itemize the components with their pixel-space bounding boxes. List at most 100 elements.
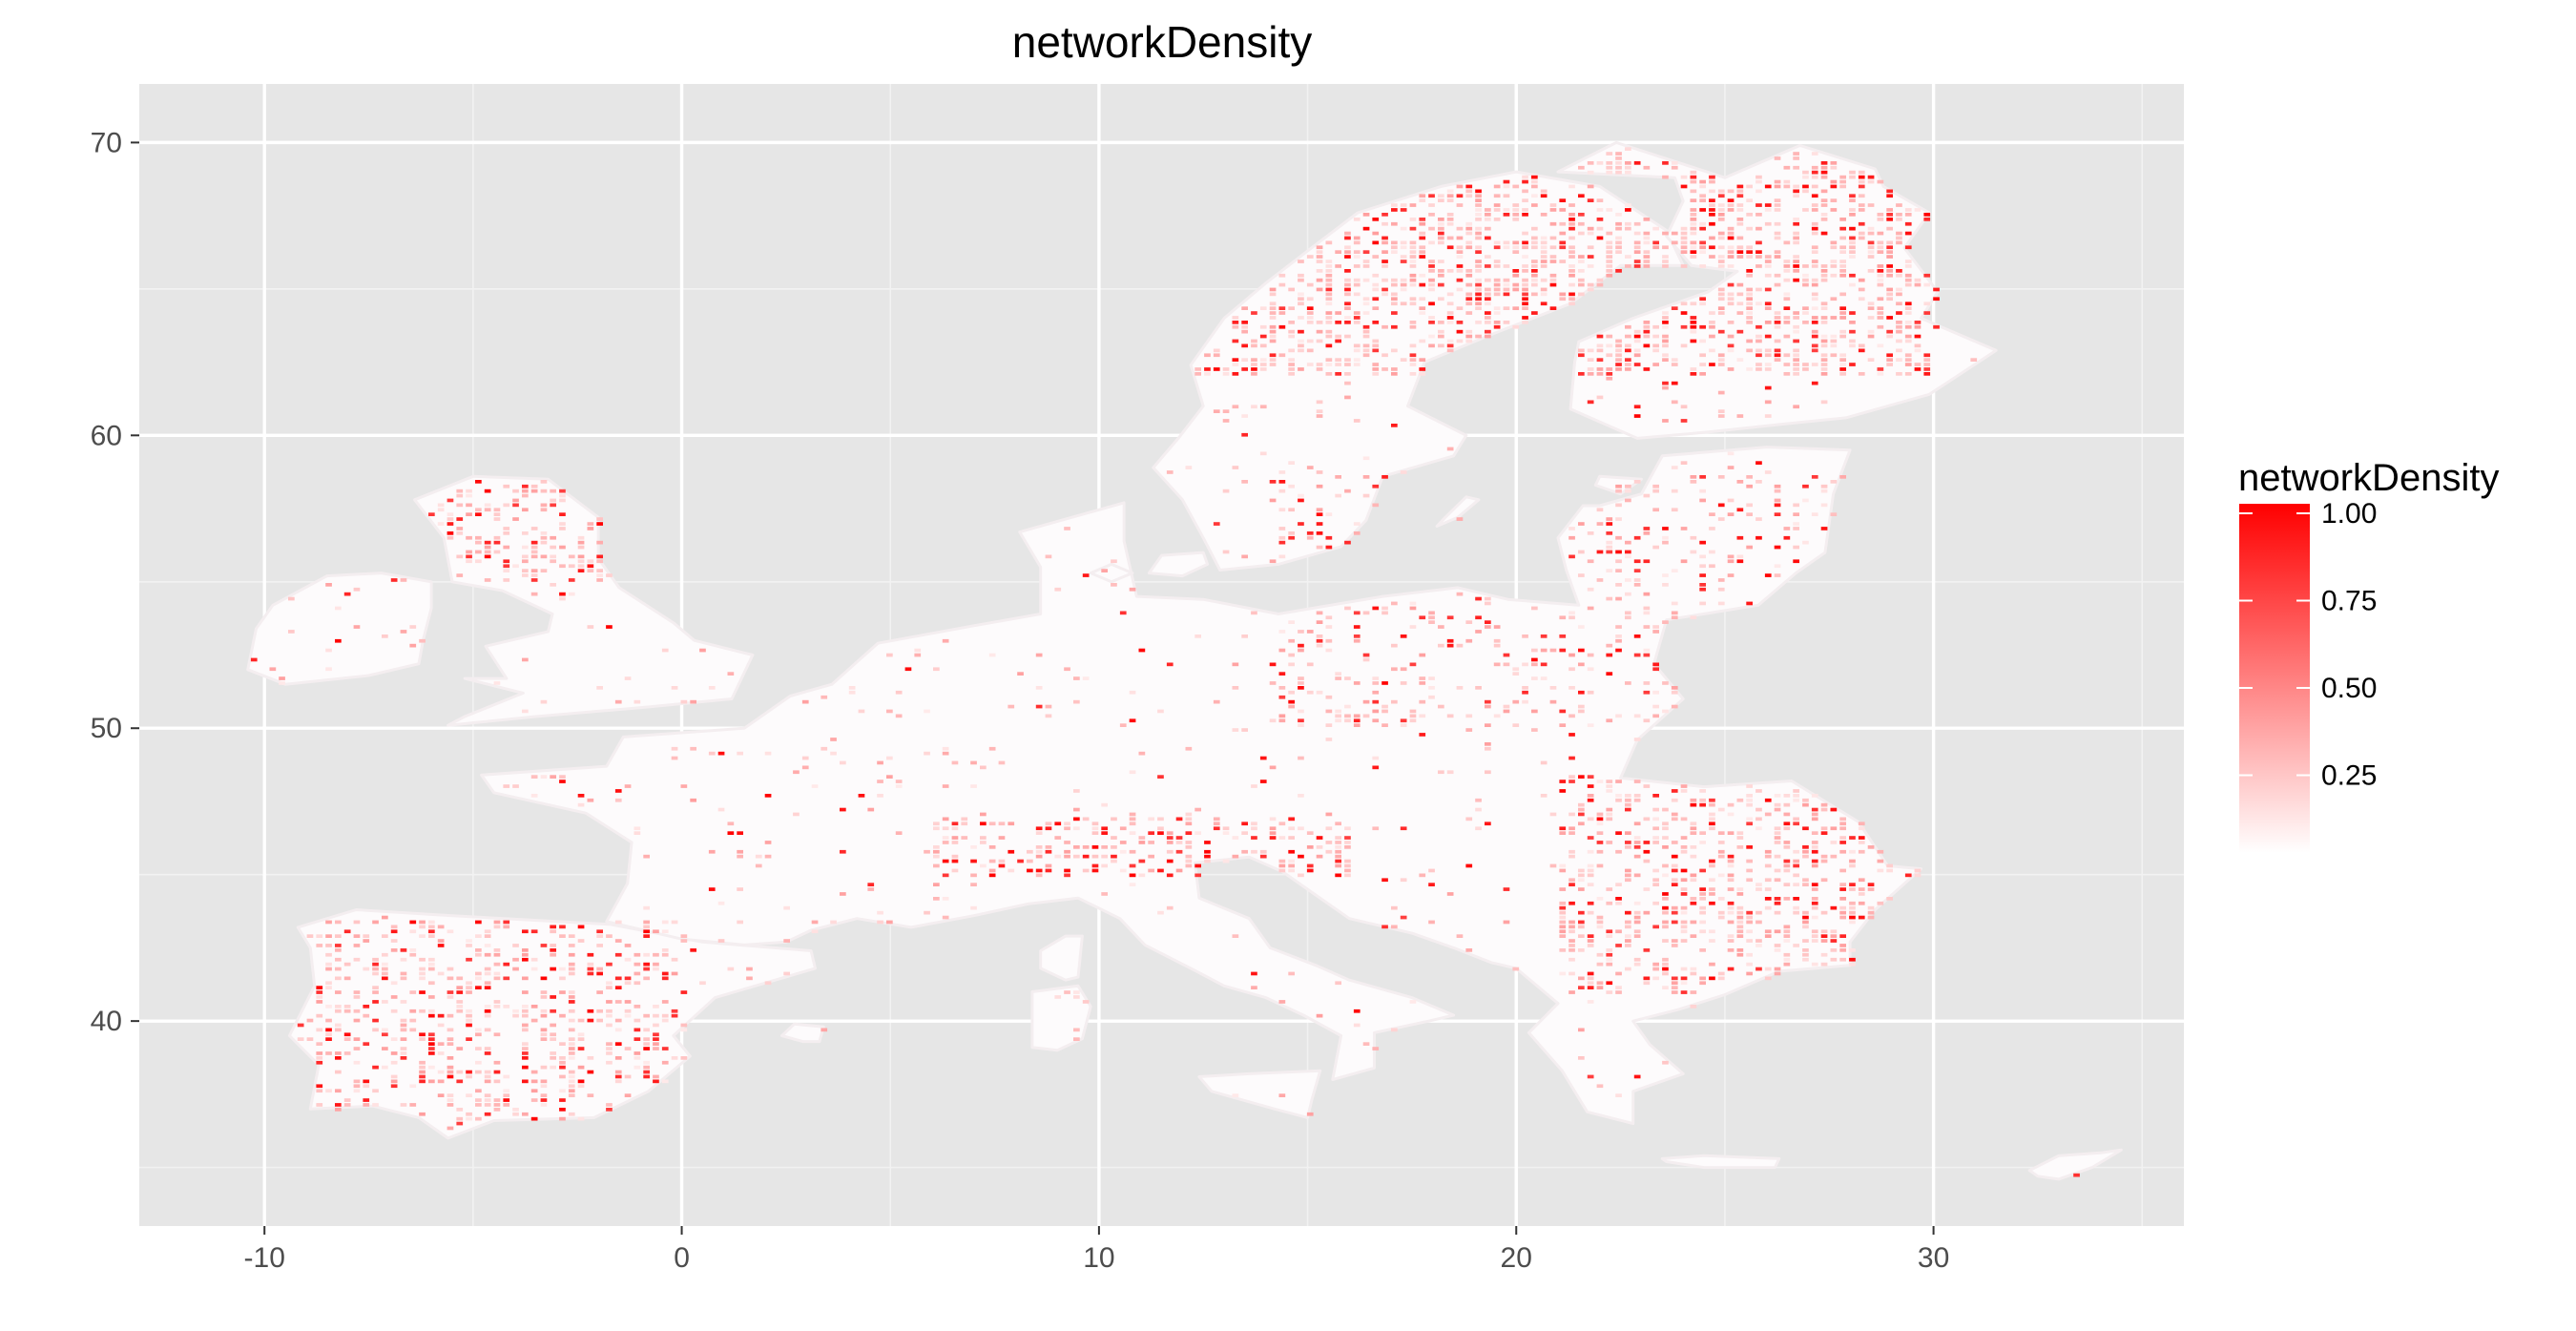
density-cell [550,559,556,564]
density-cell [1774,794,1781,798]
density-cell [1652,883,1659,886]
density-cell [363,1013,370,1018]
density-cell [1802,175,1809,179]
density-cell [1896,372,1902,376]
density-cell [1736,948,1744,952]
density-cell [437,925,445,929]
density-cell [1213,353,1220,358]
density-cell [1811,175,1818,179]
density-cell [1045,868,1052,873]
density-cell [1615,484,1622,489]
density-cell [1886,363,1893,366]
density-cell [1596,841,1604,844]
density-cell [456,1000,464,1004]
density-cell [1438,625,1444,629]
density-cell [1091,863,1099,868]
density-cell [316,1000,323,1004]
density-cell [1783,353,1791,358]
density-cell [1839,306,1846,310]
density-cell [1409,250,1417,254]
density-cell [680,1056,688,1060]
density-cell [1820,962,1828,967]
density-cell [1671,161,1678,165]
density-cell [1316,269,1323,273]
density-cell [643,1047,650,1050]
density-cell [1568,255,1575,259]
density-cell [1559,831,1567,835]
density-cell [1465,297,1473,302]
density-cell [1820,929,1828,934]
density-cell [1288,348,1295,353]
density-cell [1372,718,1380,723]
density-cell [1820,939,1828,943]
density-cell [1783,240,1791,245]
density-cell [1662,873,1669,878]
density-cell [1391,643,1398,648]
density-cell [400,1000,407,1004]
density-cell [1727,321,1735,324]
density-cell [1774,802,1781,807]
density-cell [1325,695,1333,699]
density-cell [1531,184,1538,189]
density-cell [1456,226,1464,231]
density-cell [335,1051,342,1055]
density-cell [1764,353,1772,358]
x-axis: -10 0 10 20 30 [244,1226,1949,1274]
density-cell [1774,236,1781,240]
density-cell [1381,925,1388,929]
density-cell [1082,573,1090,577]
density-cell [1625,484,1631,489]
density-cell [1690,480,1697,484]
density-cell [382,967,388,971]
density-cell [1615,250,1622,254]
density-cell [1241,306,1248,310]
density-cell [1699,208,1706,212]
density-cell [1709,892,1715,896]
density-cell [475,952,482,957]
density-cell [1166,841,1174,844]
density-cell [1811,329,1818,334]
density-cell [1531,194,1538,198]
density-cell [1643,887,1651,891]
density-cell [867,883,875,886]
density-cell [1839,905,1846,910]
density-cell [1446,245,1454,250]
density-cell [1633,794,1641,798]
density-cell [1512,213,1520,217]
density-cell [1709,189,1715,194]
density-cell [419,920,426,925]
density-cell [447,1098,454,1102]
density-cell [1652,690,1659,695]
density-cell [522,1005,529,1009]
density-cell [559,545,566,550]
density-cell [325,1089,332,1093]
density-cell [1849,255,1856,259]
density-cell [1475,798,1482,802]
density-cell [1298,302,1304,306]
density-cell [1446,221,1454,226]
density-cell [530,489,538,493]
density-cell [1606,273,1613,278]
density-cell [783,939,790,943]
density-cell [1522,282,1528,287]
density-cell [1428,302,1435,306]
density-cell [1615,714,1622,718]
density-cell [1568,297,1575,302]
density-cell [493,681,501,685]
land-region [246,572,433,686]
density-cell [1690,302,1697,306]
density-cell [1195,873,1201,878]
density-cell [1625,165,1631,170]
density-cell [568,1000,575,1004]
density-cell [1596,1084,1604,1089]
density-cell [1475,807,1482,812]
density-cell [1811,381,1818,385]
density-cell [1625,550,1631,554]
density-cell [1278,714,1286,718]
density-cell [1335,372,1341,376]
density-cell [1606,250,1613,254]
density-cell [1606,812,1613,817]
density-cell [1671,883,1678,886]
density-cell [522,508,529,512]
